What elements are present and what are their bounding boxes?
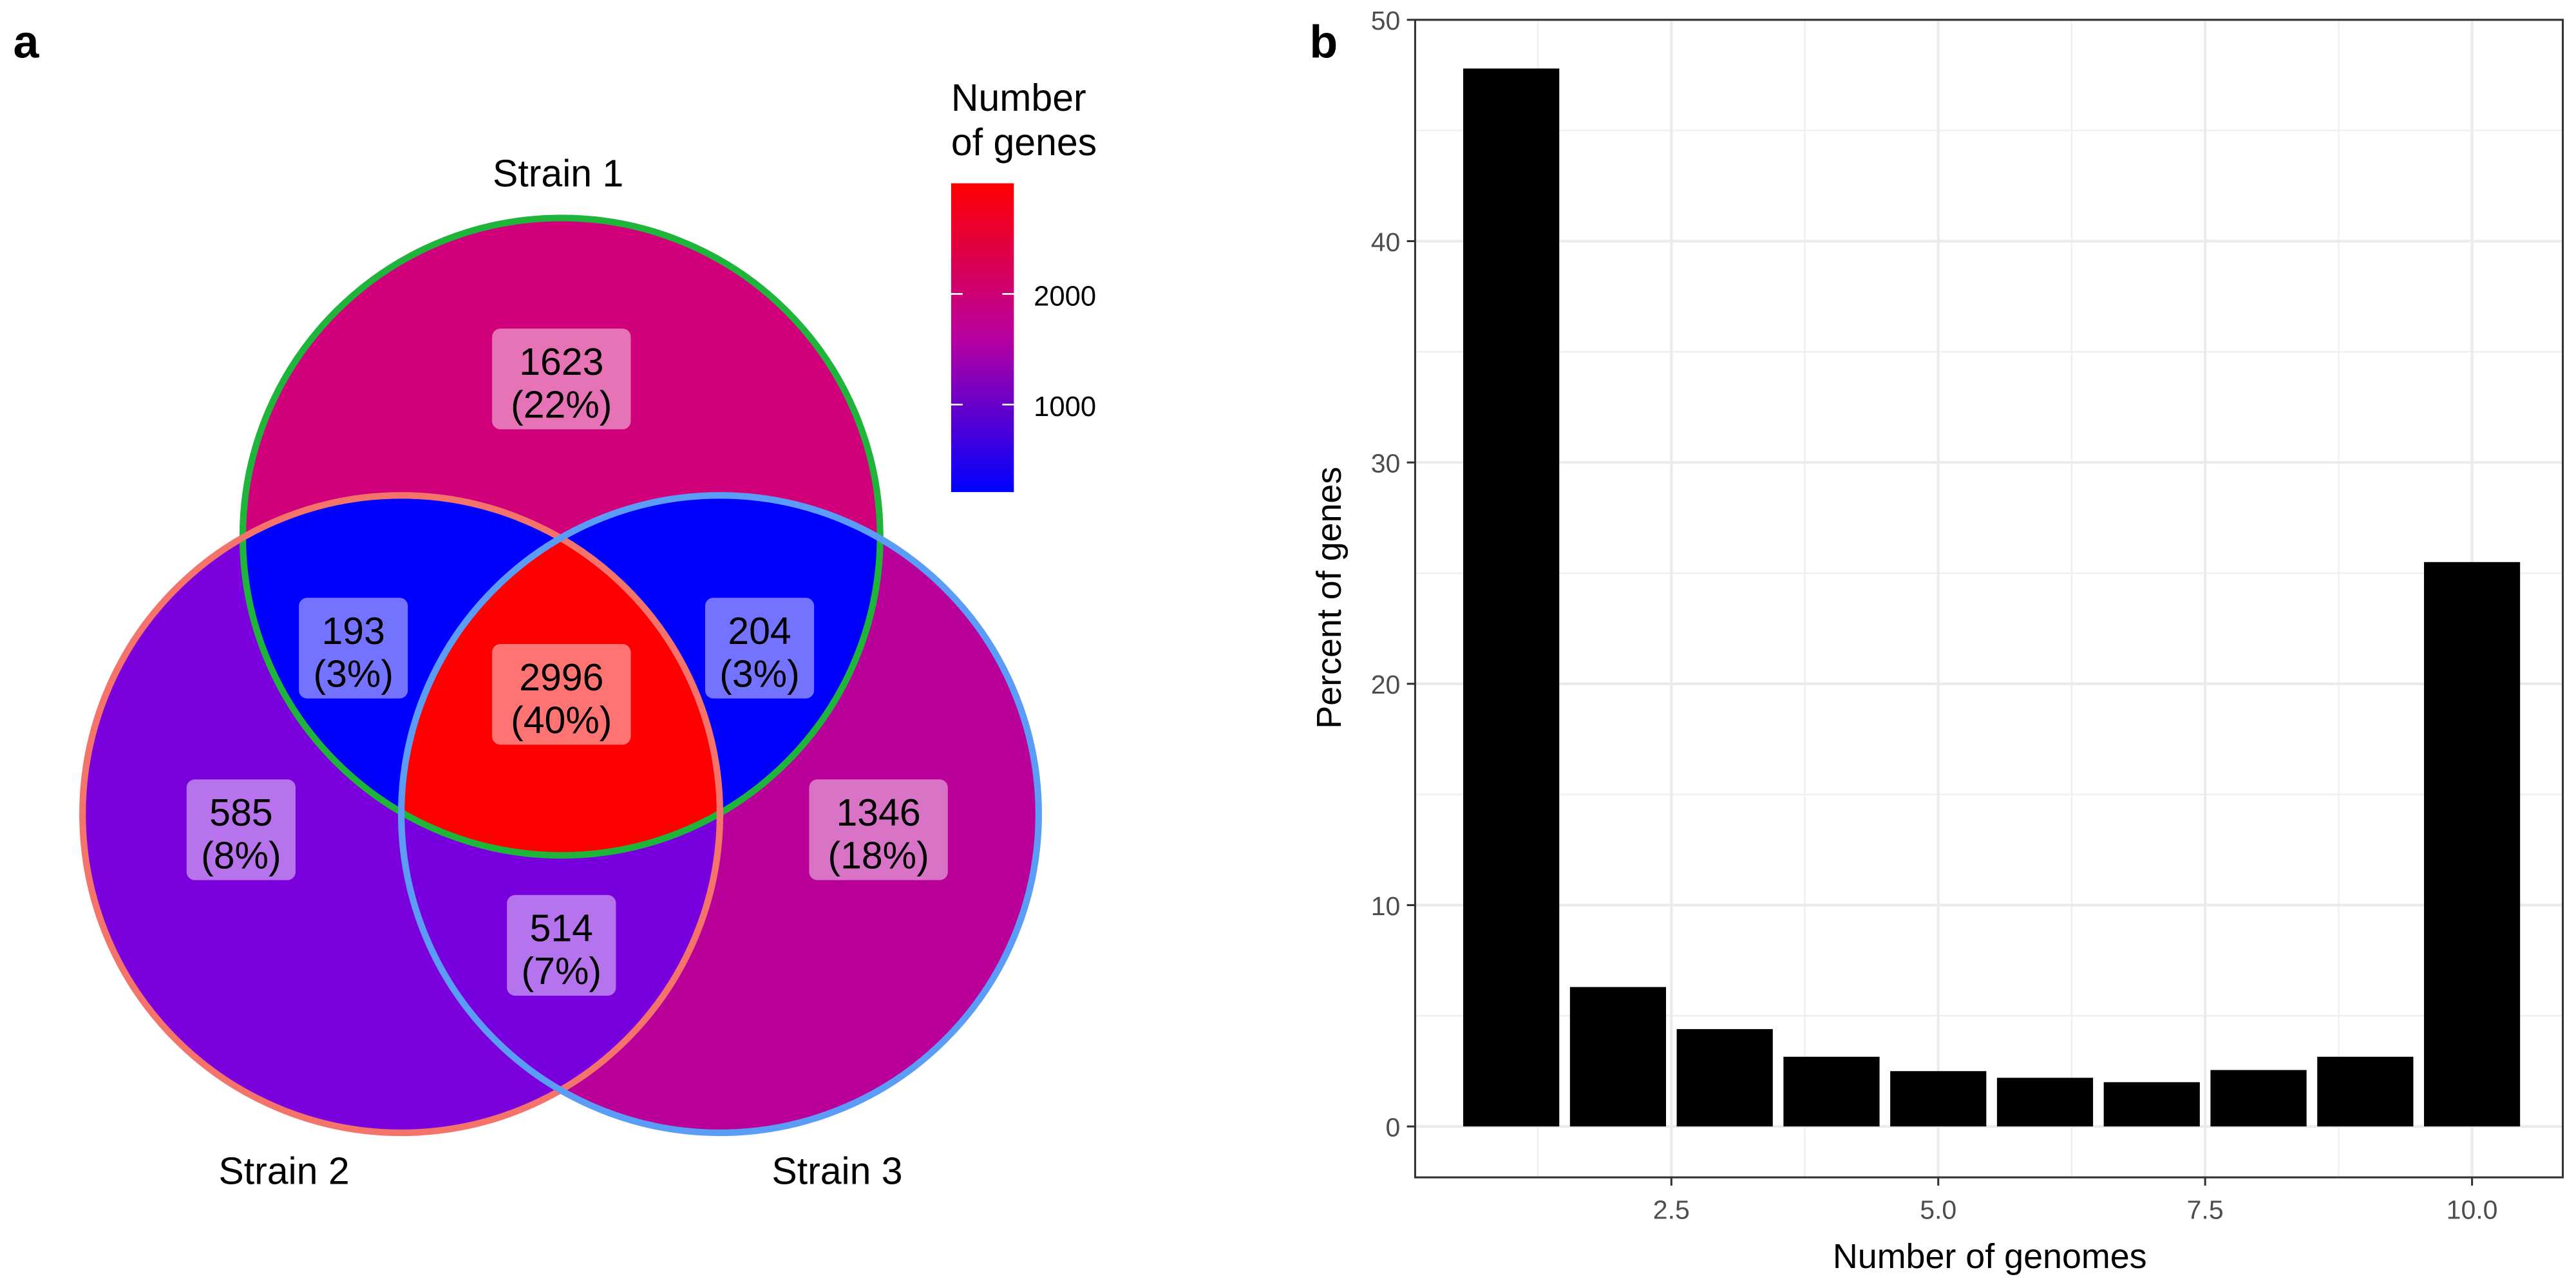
bar-7: [2103, 1082, 2200, 1127]
label-background: [507, 895, 616, 996]
region-label-23: 514(7%): [507, 895, 616, 996]
legend-title-line2: of genes: [951, 122, 1097, 164]
bar-8: [2210, 1070, 2307, 1127]
bar-2: [1569, 987, 1667, 1127]
label-background: [705, 598, 815, 699]
bar-1: [1463, 68, 1560, 1127]
x-tick-label: 5.0: [1920, 1195, 1956, 1224]
y-tick-label: 30: [1371, 449, 1401, 478]
x-tick-label: 7.5: [2187, 1195, 2224, 1224]
y-tick-label: 40: [1371, 227, 1401, 257]
set-label-strain-2: Strain 2: [218, 1150, 349, 1192]
plot-border: [1414, 19, 2564, 1179]
bar-10: [2423, 562, 2521, 1127]
y-axis-title: Percent of genes: [1310, 467, 1349, 729]
legend-tick-label-1000: 1000: [1034, 392, 1096, 422]
strain-2-circle: [79, 492, 724, 1137]
bar-chart: 0 10 20 30 40 50 2.5 5.0 7.5 10.0: [1371, 6, 2564, 1224]
region-percent: (8%): [201, 835, 281, 877]
region-label-2: 585(8%): [186, 779, 296, 880]
x-tick-label: 2.5: [1653, 1195, 1690, 1224]
region-percent: (22%): [511, 384, 612, 426]
label-background: [809, 779, 948, 880]
region-count: 1623: [519, 341, 603, 383]
region-count: 2996: [519, 657, 603, 699]
venn-outlines: [79, 214, 1042, 1137]
strain-3-circle: [397, 492, 1042, 1137]
region-label-13: 204(3%): [705, 598, 815, 699]
region-label-3: 1346(18%): [809, 779, 948, 880]
region-percent: (40%): [511, 699, 612, 741]
region-label-1: 1623(22%): [492, 328, 631, 430]
region-percent: (3%): [719, 654, 800, 696]
set-label-strain-1: Strain 1: [493, 153, 623, 195]
region-label-12: 193(3%): [299, 598, 408, 699]
legend-colorbar: [951, 183, 1014, 493]
x-tick-label: 10.0: [2447, 1195, 2498, 1224]
region-count: 585: [209, 792, 272, 834]
bar-9: [2317, 1056, 2414, 1127]
y-tick-label: 50: [1371, 6, 1401, 35]
region-percent: (3%): [313, 654, 393, 696]
region-label-123: 2996(40%): [492, 644, 631, 745]
bar-3: [1676, 1028, 1773, 1127]
bar-5: [1890, 1071, 1987, 1127]
y-tick-label: 20: [1371, 670, 1401, 699]
region-count: 193: [322, 611, 385, 652]
color-legend: Number of genes 2000 1000: [951, 77, 1097, 493]
y-tick-label: 10: [1371, 891, 1401, 921]
x-axis-title: Number of genomes: [1833, 1237, 2147, 1276]
label-background: [186, 779, 296, 880]
region-count: 204: [728, 611, 791, 652]
legend-title-line1: Number: [951, 77, 1086, 119]
panel-label-b: b: [1309, 17, 1338, 68]
plot-panel: [1415, 19, 2563, 1178]
y-tick-label: 0: [1386, 1113, 1401, 1142]
panel-label-a: a: [14, 17, 40, 68]
venn-region-labels: 1623(22%)585(8%)1346(18%)193(3%)204(3%)5…: [186, 328, 948, 996]
region-count: 514: [530, 908, 593, 950]
legend-tick-label-2000: 2000: [1034, 281, 1096, 312]
region-count: 1346: [837, 792, 921, 834]
region-strain-1-2-3: [401, 495, 720, 856]
label-background: [492, 644, 631, 745]
bar-6: [1996, 1077, 2094, 1127]
label-background: [299, 598, 408, 699]
bar-4: [1783, 1056, 1880, 1127]
set-label-strain-3: Strain 3: [772, 1150, 902, 1192]
region-percent: (7%): [522, 951, 602, 992]
label-background: [492, 328, 631, 430]
region-percent: (18%): [828, 835, 929, 877]
